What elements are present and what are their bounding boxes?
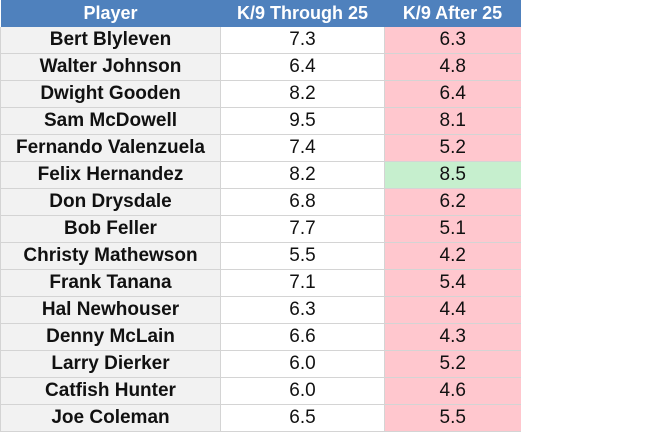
k9-through-25-cell[interactable]: 6.0 xyxy=(220,350,385,378)
k9-after-25-cell[interactable]: 5.2 xyxy=(384,134,521,162)
k9-after-25-cell[interactable]: 8.1 xyxy=(384,107,521,135)
k9-after-25-cell[interactable]: 4.6 xyxy=(384,377,521,405)
player-cell[interactable]: Catfish Hunter xyxy=(0,377,221,405)
table-row: Larry Dierker 6.0 5.2 xyxy=(0,350,521,378)
table-row: Joe Coleman 6.5 5.5 xyxy=(0,404,521,432)
table-row: Bob Feller 7.7 5.1 xyxy=(0,215,521,243)
table-header: Player K/9 Through 25 K/9 After 25 xyxy=(0,0,521,27)
k9-after-25-cell[interactable]: 4.4 xyxy=(384,296,521,324)
player-cell[interactable]: Frank Tanana xyxy=(0,269,221,297)
table-row: Dwight Gooden 8.2 6.4 xyxy=(0,80,521,108)
k9-after-25-cell[interactable]: 4.8 xyxy=(384,53,521,81)
k9-after-25-cell[interactable]: 6.4 xyxy=(384,80,521,108)
player-cell[interactable]: Fernando Valenzuela xyxy=(0,134,221,162)
table-row: Bert Blyleven 7.3 6.3 xyxy=(0,27,521,54)
player-cell[interactable]: Bob Feller xyxy=(0,215,221,243)
table-row: Walter Johnson 6.4 4.8 xyxy=(0,53,521,81)
table-body: Bert Blyleven 7.3 6.3 Walter Johnson 6.4 4.8 D… xyxy=(0,27,521,432)
spreadsheet: Player K/9 Through 25 K/9 After 25 Bert … xyxy=(0,0,521,432)
player-cell[interactable]: Larry Dierker xyxy=(0,350,221,378)
player-cell[interactable]: Hal Newhouser xyxy=(0,296,221,324)
table-row: Catfish Hunter 6.0 4.6 xyxy=(0,377,521,405)
k9-through-25-cell[interactable]: 7.3 xyxy=(220,27,385,54)
k9-through-25-cell[interactable]: 7.1 xyxy=(220,269,385,297)
k9-after-25-cell[interactable]: 4.2 xyxy=(384,242,521,270)
table-row: Fernando Valenzuela 7.4 5.2 xyxy=(0,134,521,162)
header-k9-after-25[interactable]: K/9 After 25 xyxy=(384,0,521,27)
player-cell[interactable]: Sam McDowell xyxy=(0,107,221,135)
table-row: Felix Hernandez 8.2 8.5 xyxy=(0,161,521,189)
k9-through-25-cell[interactable]: 8.2 xyxy=(220,161,385,189)
k9-after-25-cell[interactable]: 6.2 xyxy=(384,188,521,216)
table-row: Denny McLain 6.6 4.3 xyxy=(0,323,521,351)
table-row: Sam McDowell 9.5 8.1 xyxy=(0,107,521,135)
k9-after-25-cell[interactable]: 4.3 xyxy=(384,323,521,351)
player-cell[interactable]: Don Drysdale xyxy=(0,188,221,216)
k9-after-25-cell[interactable]: 5.2 xyxy=(384,350,521,378)
player-cell[interactable]: Dwight Gooden xyxy=(0,80,221,108)
player-cell[interactable]: Felix Hernandez xyxy=(0,161,221,189)
k9-through-25-cell[interactable]: 6.6 xyxy=(220,323,385,351)
player-cell[interactable]: Denny McLain xyxy=(0,323,221,351)
k9-through-25-cell[interactable]: 8.2 xyxy=(220,80,385,108)
k9-through-25-cell[interactable]: 7.4 xyxy=(220,134,385,162)
table-row: Don Drysdale 6.8 6.2 xyxy=(0,188,521,216)
k9-through-25-cell[interactable]: 6.8 xyxy=(220,188,385,216)
k9-after-25-cell[interactable]: 8.5 xyxy=(384,161,521,189)
player-cell[interactable]: Bert Blyleven xyxy=(0,27,221,54)
table-row: Christy Mathewson 5.5 4.2 xyxy=(0,242,521,270)
k9-through-25-cell[interactable]: 6.0 xyxy=(220,377,385,405)
player-cell[interactable]: Christy Mathewson xyxy=(0,242,221,270)
k9-through-25-cell[interactable]: 7.7 xyxy=(220,215,385,243)
header-player[interactable]: Player xyxy=(0,0,221,27)
k9-after-25-cell[interactable]: 5.1 xyxy=(384,215,521,243)
k9-after-25-cell[interactable]: 6.3 xyxy=(384,27,521,54)
k9-comparison-table: Player K/9 Through 25 K/9 After 25 Bert … xyxy=(0,0,521,432)
k9-through-25-cell[interactable]: 6.4 xyxy=(220,53,385,81)
header-k9-through-25[interactable]: K/9 Through 25 xyxy=(220,0,385,27)
table-row: Frank Tanana 7.1 5.4 xyxy=(0,269,521,297)
k9-through-25-cell[interactable]: 9.5 xyxy=(220,107,385,135)
k9-through-25-cell[interactable]: 6.5 xyxy=(220,404,385,432)
header-row: Player K/9 Through 25 K/9 After 25 xyxy=(0,0,521,27)
player-cell[interactable]: Walter Johnson xyxy=(0,53,221,81)
player-cell[interactable]: Joe Coleman xyxy=(0,404,221,432)
k9-through-25-cell[interactable]: 6.3 xyxy=(220,296,385,324)
table-row: Hal Newhouser 6.3 4.4 xyxy=(0,296,521,324)
k9-after-25-cell[interactable]: 5.4 xyxy=(384,269,521,297)
k9-after-25-cell[interactable]: 5.5 xyxy=(384,404,521,432)
k9-through-25-cell[interactable]: 5.5 xyxy=(220,242,385,270)
